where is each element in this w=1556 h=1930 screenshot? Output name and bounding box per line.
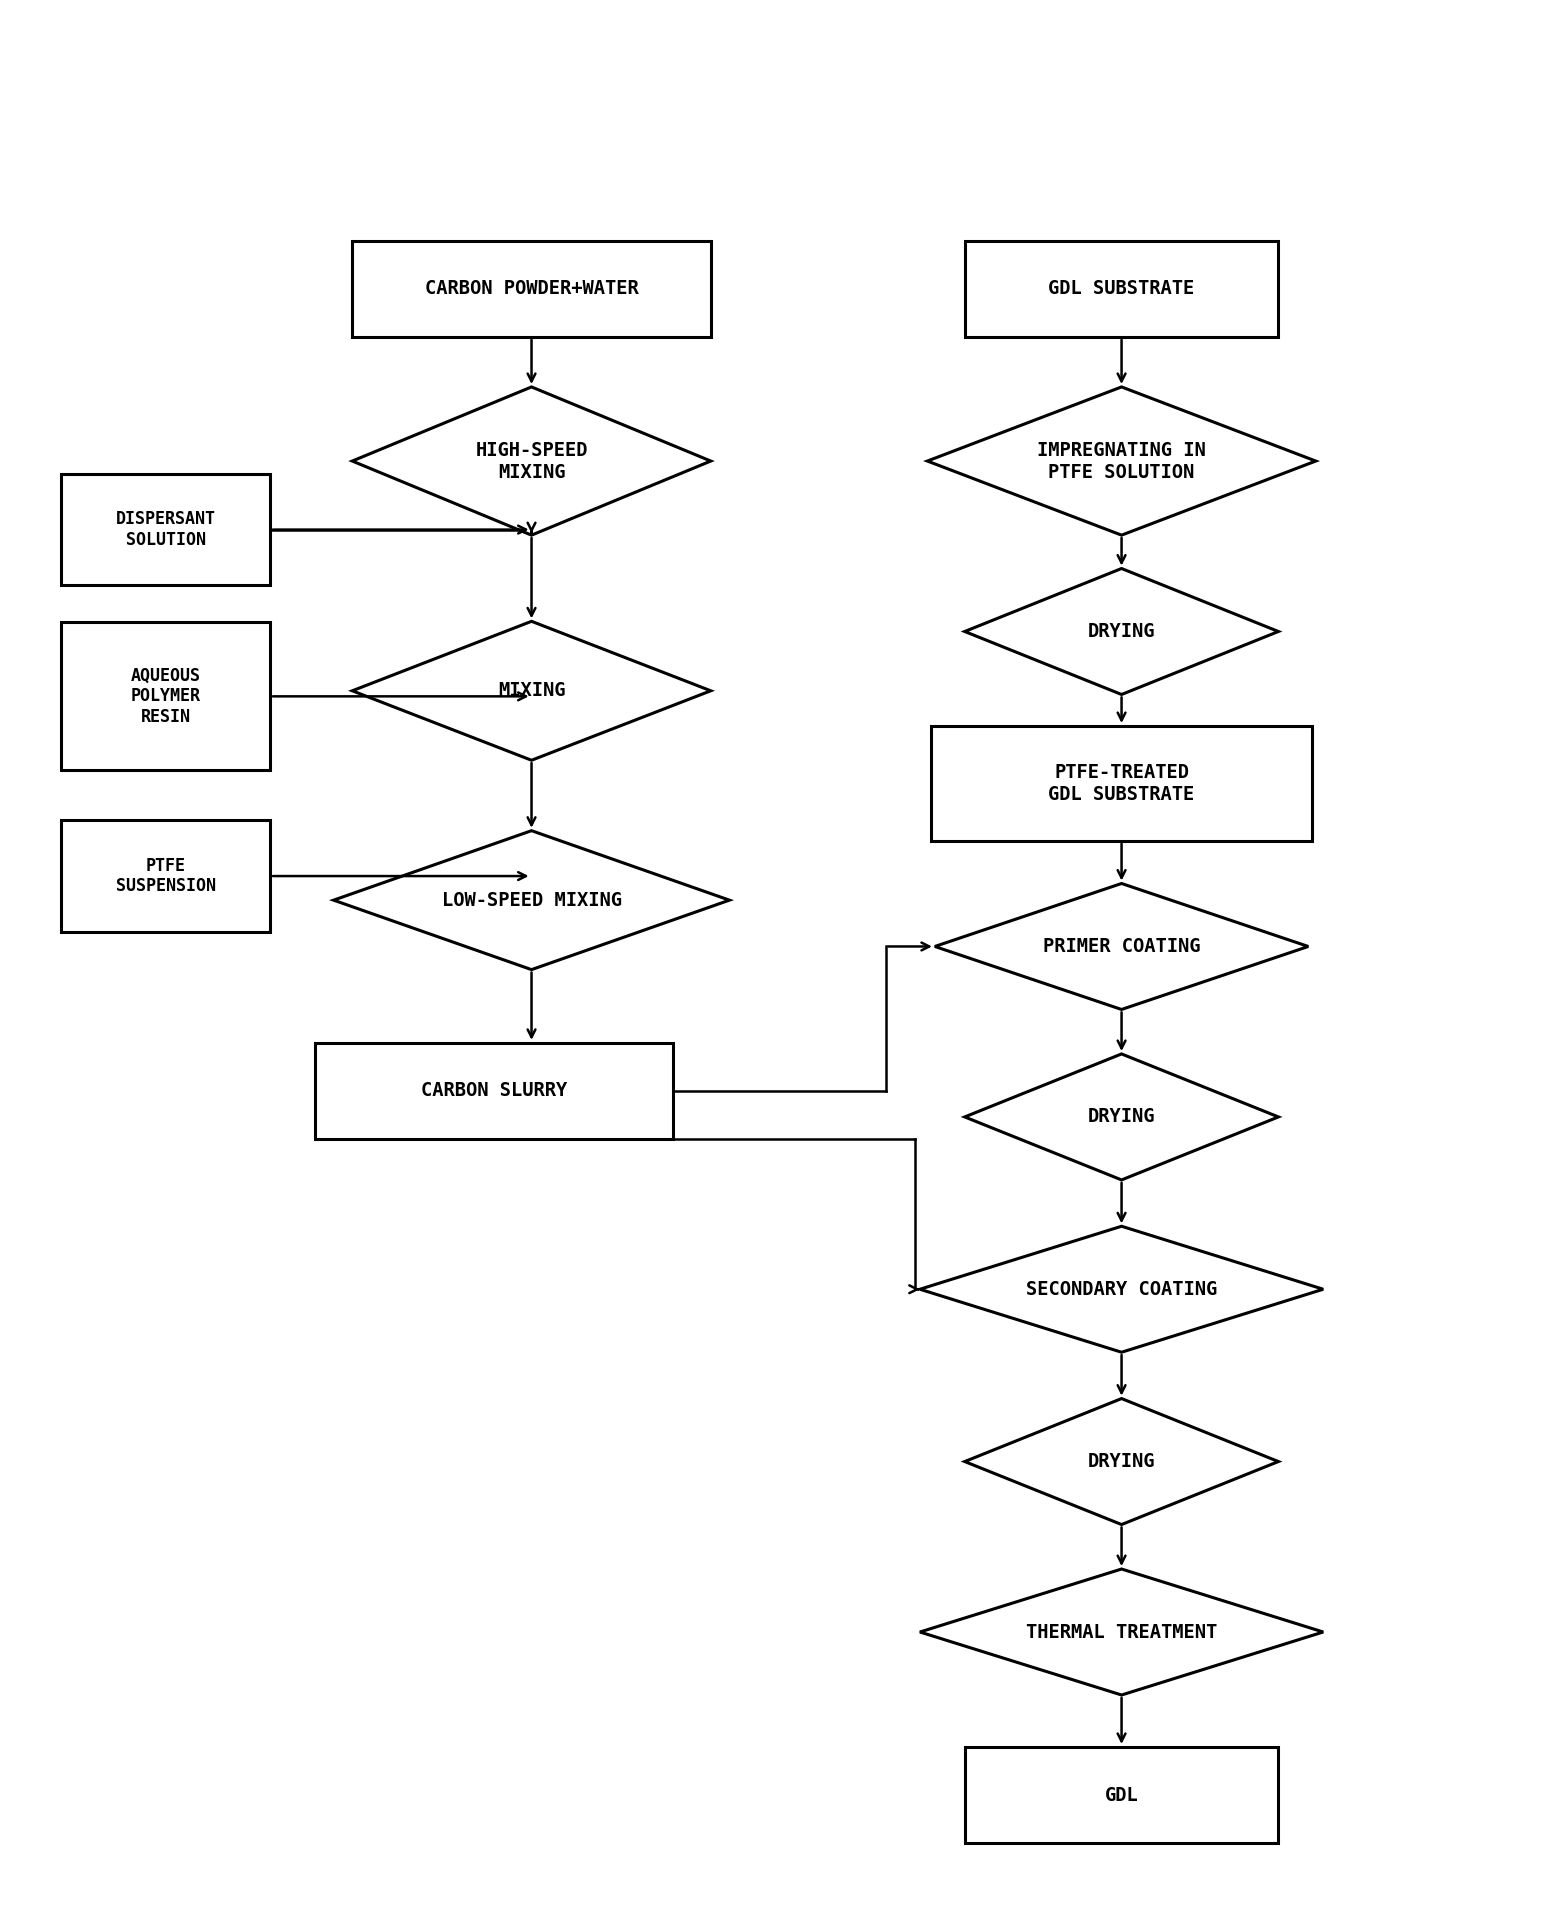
Polygon shape [965,1399,1279,1525]
Text: LOW-SPEED MIXING: LOW-SPEED MIXING [442,890,621,909]
Polygon shape [927,386,1316,535]
FancyBboxPatch shape [314,1042,674,1139]
Text: DRYING: DRYING [1088,1108,1155,1127]
Text: HIGH-SPEED
MIXING: HIGH-SPEED MIXING [475,440,588,482]
Text: IMPREGNATING IN
PTFE SOLUTION: IMPREGNATING IN PTFE SOLUTION [1038,440,1206,482]
FancyBboxPatch shape [61,475,271,585]
FancyBboxPatch shape [61,621,271,770]
FancyBboxPatch shape [965,1747,1279,1843]
Text: PTFE-TREATED
GDL SUBSTRATE: PTFE-TREATED GDL SUBSTRATE [1049,762,1195,805]
Text: GDL: GDL [1105,1785,1139,1805]
Text: DRYING: DRYING [1088,1451,1155,1471]
Text: PRIMER COATING: PRIMER COATING [1043,936,1200,955]
Text: DISPERSANT
SOLUTION: DISPERSANT SOLUTION [115,510,216,548]
Text: GDL SUBSTRATE: GDL SUBSTRATE [1049,280,1195,299]
Polygon shape [920,1226,1323,1353]
FancyBboxPatch shape [61,820,271,932]
Text: THERMAL TREATMENT: THERMAL TREATMENT [1025,1623,1217,1642]
Text: CARBON SLURRY: CARBON SLURRY [422,1081,568,1100]
Polygon shape [352,386,711,535]
FancyBboxPatch shape [965,241,1279,338]
Text: SECONDARY COATING: SECONDARY COATING [1025,1280,1217,1299]
Text: AQUEOUS
POLYMER
RESIN: AQUEOUS POLYMER RESIN [131,666,201,726]
Polygon shape [333,830,730,969]
Text: CARBON POWDER+WATER: CARBON POWDER+WATER [425,280,638,299]
Polygon shape [920,1569,1323,1695]
Text: DRYING: DRYING [1088,621,1155,641]
Polygon shape [935,884,1309,1009]
Polygon shape [965,569,1279,695]
Polygon shape [352,621,711,760]
Text: PTFE
SUSPENSION: PTFE SUSPENSION [115,857,216,896]
Text: MIXING: MIXING [498,681,565,701]
FancyBboxPatch shape [352,241,711,338]
Polygon shape [965,1054,1279,1179]
FancyBboxPatch shape [930,726,1312,841]
